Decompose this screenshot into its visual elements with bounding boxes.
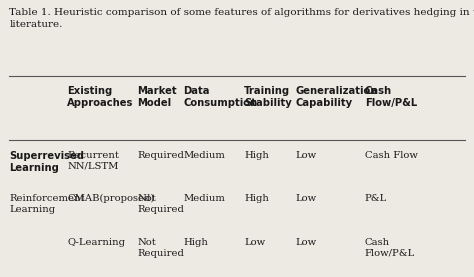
Text: Market
Model: Market Model bbox=[137, 86, 177, 108]
Text: Recurrent
NN/LSTM: Recurrent NN/LSTM bbox=[67, 151, 119, 171]
Text: Medium: Medium bbox=[183, 151, 226, 160]
Text: Cash Flow: Cash Flow bbox=[365, 151, 418, 160]
Text: Not
Required: Not Required bbox=[137, 194, 184, 214]
Text: Not
Required: Not Required bbox=[137, 238, 184, 258]
Text: Reinforcement
Learning: Reinforcement Learning bbox=[9, 194, 85, 214]
Text: Cash
Flow/P&L: Cash Flow/P&L bbox=[365, 238, 415, 258]
Text: Existing
Approaches: Existing Approaches bbox=[67, 86, 134, 108]
Text: CMAB(proposed): CMAB(proposed) bbox=[67, 194, 155, 203]
Text: Q-Learning: Q-Learning bbox=[67, 238, 126, 247]
Text: Table 1. Heuristic comparison of some features of algorithms for derivatives hed: Table 1. Heuristic comparison of some fe… bbox=[9, 8, 474, 29]
Text: Low: Low bbox=[244, 238, 265, 247]
Text: Required: Required bbox=[137, 151, 184, 160]
Text: Generalization
Capability: Generalization Capability bbox=[295, 86, 377, 108]
Text: High: High bbox=[244, 194, 269, 203]
Text: P&L: P&L bbox=[365, 194, 387, 203]
Text: Low: Low bbox=[295, 151, 316, 160]
Text: Training
Stability: Training Stability bbox=[244, 86, 292, 108]
Text: Cash
Flow/P&L: Cash Flow/P&L bbox=[365, 86, 417, 108]
Text: Data
Consumption: Data Consumption bbox=[183, 86, 258, 108]
Text: Low: Low bbox=[295, 238, 316, 247]
Text: Low: Low bbox=[295, 194, 316, 203]
Text: High: High bbox=[183, 238, 209, 247]
Text: Medium: Medium bbox=[183, 194, 226, 203]
Text: Superrevised
Learning: Superrevised Learning bbox=[9, 151, 84, 173]
Text: High: High bbox=[244, 151, 269, 160]
